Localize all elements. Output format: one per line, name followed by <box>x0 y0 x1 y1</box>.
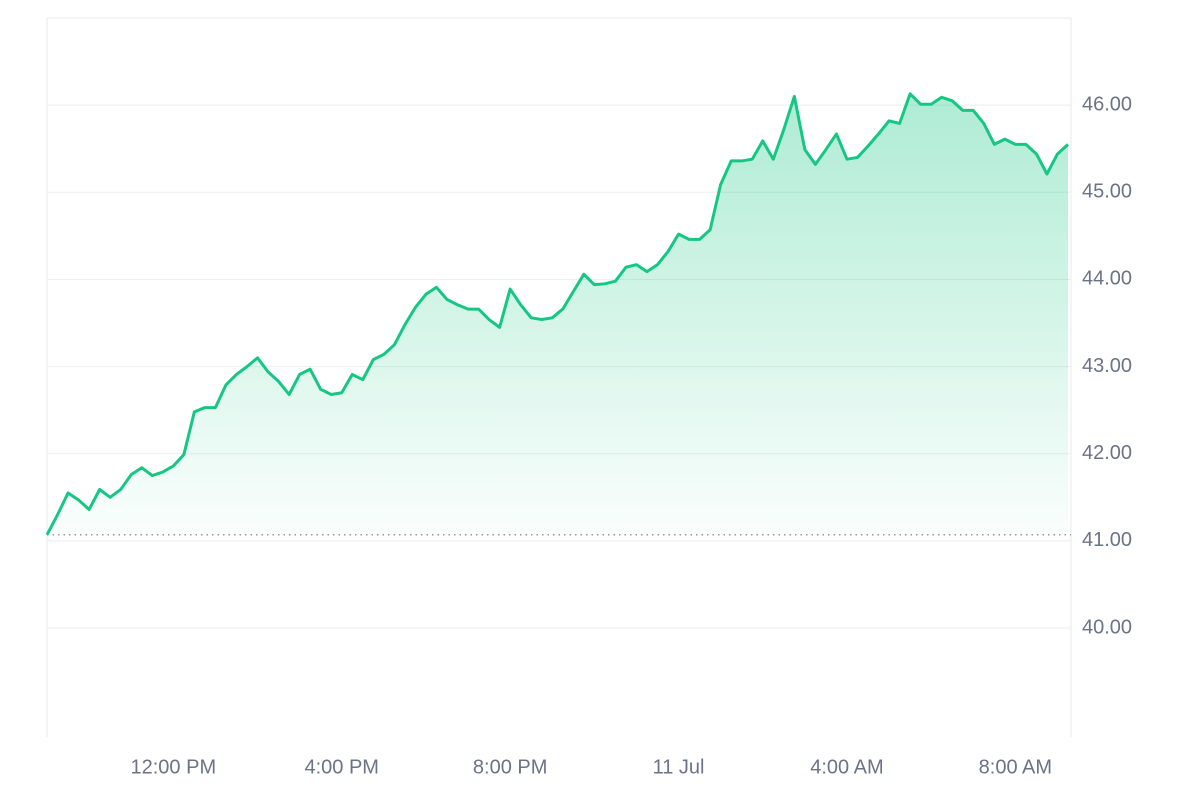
x-tick-label: 11 Jul <box>653 756 705 778</box>
x-tick-label: 4:00 PM <box>304 756 378 778</box>
x-tick-label: 8:00 AM <box>979 756 1052 778</box>
y-tick-label: 43.00 <box>1082 355 1132 377</box>
y-tick-label: 42.00 <box>1082 442 1132 464</box>
y-tick-label: 45.00 <box>1082 181 1132 203</box>
x-tick-label: 8:00 PM <box>473 756 547 778</box>
y-tick-label: 40.00 <box>1082 616 1132 638</box>
y-tick-label: 44.00 <box>1082 268 1132 290</box>
line <box>45 92 1070 536</box>
y-tick-label: 41.00 <box>1082 529 1132 551</box>
x-tick-label: 12:00 PM <box>131 756 217 778</box>
y-tick-label: 46.00 <box>1082 93 1132 115</box>
x-tick-label: 4:00 AM <box>810 756 883 778</box>
